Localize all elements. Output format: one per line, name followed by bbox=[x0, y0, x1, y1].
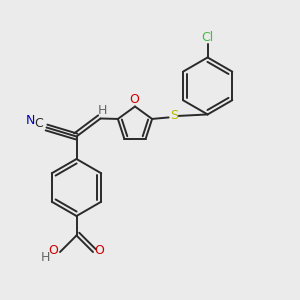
Text: H: H bbox=[40, 251, 50, 264]
Text: O: O bbox=[130, 93, 139, 106]
Text: O: O bbox=[49, 244, 58, 257]
Text: C: C bbox=[34, 117, 43, 130]
Text: H: H bbox=[97, 103, 107, 117]
Text: S: S bbox=[171, 110, 178, 122]
Text: Cl: Cl bbox=[202, 32, 214, 44]
Text: O: O bbox=[95, 244, 104, 257]
Text: N: N bbox=[25, 114, 35, 128]
